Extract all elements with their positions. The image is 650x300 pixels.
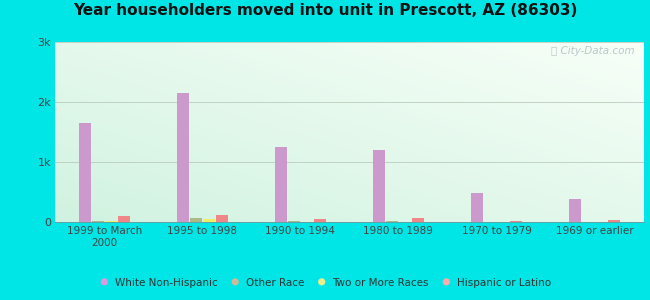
Bar: [399, 221, 411, 222]
Bar: [79, 123, 91, 222]
Text: Year householders moved into unit in Prescott, AZ (86303): Year householders moved into unit in Pre…: [73, 3, 577, 18]
Bar: [386, 221, 398, 222]
Bar: [288, 221, 300, 222]
Bar: [190, 218, 202, 222]
Bar: [314, 219, 326, 222]
Text: ⓘ City-Data.com: ⓘ City-Data.com: [551, 46, 634, 56]
Bar: [569, 199, 581, 222]
Legend: White Non-Hispanic, Other Race, Two or More Races, Hispanic or Latino: White Non-Hispanic, Other Race, Two or M…: [95, 274, 555, 292]
Bar: [301, 221, 313, 222]
Bar: [216, 215, 228, 222]
Bar: [484, 221, 496, 222]
Bar: [118, 216, 129, 222]
Bar: [412, 218, 424, 222]
Bar: [608, 220, 619, 222]
Bar: [510, 221, 522, 222]
Bar: [373, 150, 385, 222]
Bar: [582, 221, 594, 222]
Bar: [92, 221, 104, 222]
Bar: [105, 221, 116, 222]
Bar: [177, 93, 188, 222]
Bar: [203, 219, 215, 222]
Bar: [471, 193, 483, 222]
Bar: [275, 147, 287, 222]
